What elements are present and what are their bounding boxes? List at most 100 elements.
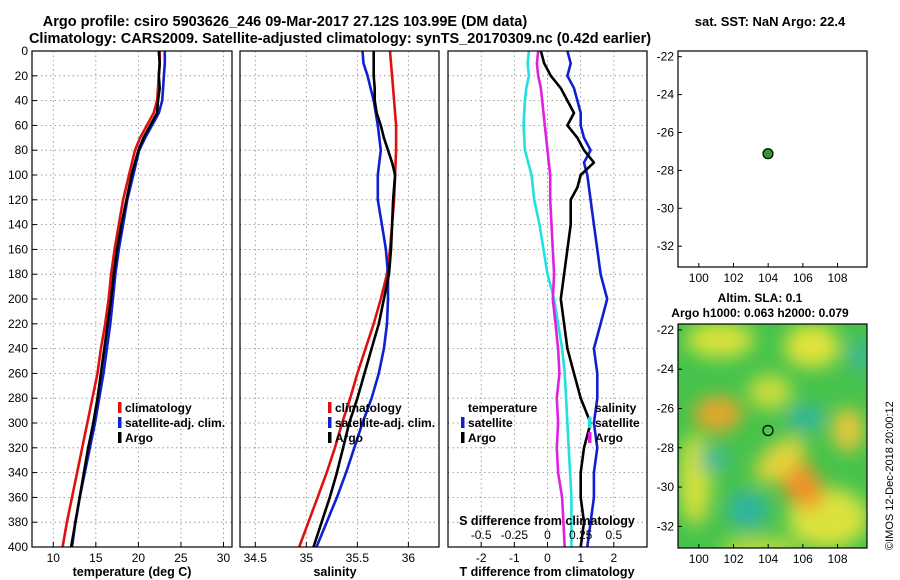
x-tick-label: 36 (402, 551, 416, 565)
series-line-salinity-satellite (522, 50, 573, 547)
sst-map-x-ticks: 100 102 104 106 108 (689, 263, 848, 285)
x-tick-label: 108 (828, 271, 848, 285)
x-tick-label: 102 (723, 271, 743, 285)
legend-label-argo: Argo (125, 431, 153, 445)
figure-title-line2: Climatology: CARS2009. Satellite-adjuste… (29, 31, 651, 47)
sst-argo-position-marker (762, 148, 774, 160)
legend-swatch-satellite (118, 417, 122, 428)
x2-tick-label: 0 (544, 528, 551, 542)
sst-map-title: sat. SST: NaN Argo: 22.4 (695, 14, 846, 29)
x2-tick-label: 0.25 (569, 528, 593, 542)
y-tick-label: -32 (657, 519, 675, 533)
legend-swatch-sal-argo (588, 432, 592, 443)
difference-s-axis-label: S difference from climatology (459, 514, 635, 528)
x-tick-label: 15 (89, 551, 103, 565)
salinity-plot-area (297, 50, 398, 548)
y-tick-label: 120 (8, 193, 28, 207)
y-tick-label: 100 (8, 168, 28, 182)
y-tick-label: 180 (8, 267, 28, 281)
x-tick-label: 25 (174, 551, 188, 565)
x-tick-label: 104 (758, 271, 778, 285)
temperature-panel: 10 15 20 25 30 0 20 40 60 80 100 120 140 160 180 200 22… (8, 44, 233, 579)
y-tick-label: -30 (657, 480, 675, 494)
y-tick-label: 80 (15, 143, 29, 157)
y-tick-label: 280 (8, 391, 28, 405)
x-tick-label: 104 (758, 552, 778, 566)
sla-map-x-ticks: 100 102 104 106 108 (689, 544, 848, 566)
y-tick-label: 0 (21, 44, 28, 58)
y-tick-label: 240 (8, 342, 28, 356)
sla-map-subtitle: Argo h1000: 0.063 h2000: 0.079 (671, 306, 849, 320)
x-tick-label: 100 (689, 271, 709, 285)
sst-map-y-ticks: -22 -24 -26 -28 -30 -32 (657, 50, 682, 253)
y-tick-label: 200 (8, 292, 28, 306)
y-tick-label: -32 (657, 239, 675, 253)
x-tick-label: 34.5 (244, 551, 268, 565)
legend-label-sal-argo: Argo (595, 431, 623, 445)
y-tick-label: -28 (657, 163, 675, 177)
salinity-legend: climatology satellite-adj. clim. Argo (328, 401, 435, 445)
x2-tick-label: -0.25 (501, 528, 529, 542)
y-tick-label: -28 (657, 441, 675, 455)
y-tick-label: 220 (8, 317, 28, 331)
y-tick-label: -26 (657, 401, 675, 415)
difference-t-ticks: -2 -1 0 1 2 (476, 542, 617, 565)
temperature-legend: climatology satellite-adj. clim. Argo (118, 401, 225, 445)
sla-argo-position-marker (762, 424, 774, 437)
temperature-x-label: temperature (deg C) (73, 565, 192, 579)
y-tick-label: 360 (8, 490, 28, 504)
series-line-salinity-argo (535, 50, 566, 548)
y-tick-label: 60 (15, 118, 29, 132)
sst-map-frame (677, 50, 868, 268)
legend-label-satellite: satellite-adj. clim. (125, 416, 225, 430)
x-tick-label: 0 (544, 551, 551, 565)
legend-swatch-satellite (328, 417, 332, 428)
y-tick-label: -22 (657, 50, 675, 64)
y-tick-label: -30 (657, 201, 675, 215)
x-tick-label: 100 (689, 552, 709, 566)
x-tick-label: 2 (610, 551, 617, 565)
series-line-argo (312, 51, 397, 548)
series-line-temperature-satellite (566, 50, 609, 548)
x-tick-label: 106 (793, 552, 813, 566)
sla-map-title: Altim. SLA: 0.1 (718, 291, 803, 305)
legend-swatch-climatology (328, 402, 332, 413)
y-tick-label: 20 (15, 69, 29, 83)
legend-label-salinity: salinity (595, 401, 637, 415)
y-tick-label: 380 (8, 515, 28, 529)
y-tick-label: -22 (657, 323, 675, 337)
legend-label-sal-satellite: satellite (595, 416, 640, 430)
sla-heatmap (678, 324, 867, 548)
difference-plot-area (522, 50, 609, 548)
legend-swatch-argo (328, 432, 332, 443)
x-tick-label: -1 (509, 551, 520, 565)
x-tick-label: 1 (577, 551, 584, 565)
x-tick-label: 106 (793, 271, 813, 285)
legend-label-temp-satellite: satellite (468, 416, 513, 430)
x-tick-label: 35.5 (346, 551, 370, 565)
legend-label-argo: Argo (335, 431, 363, 445)
difference-t-axis-label: T difference from climatology (459, 565, 634, 579)
y-tick-label: 40 (15, 94, 29, 108)
x-tick-label: 20 (132, 551, 146, 565)
x2-tick-label: 0.5 (605, 528, 622, 542)
y-tick-label: 400 (8, 540, 28, 554)
x-tick-label: 102 (723, 552, 743, 566)
temperature-y-ticks: 0 20 40 60 80 100 120 140 160 180 200 220 240 260 280 3… (8, 44, 37, 554)
legend-swatch-temp-argo (461, 432, 465, 443)
y-tick-label: 320 (8, 441, 28, 455)
imos-copyright-label: ©IMOS 12-Dec-2018 20:00:12 (884, 401, 896, 550)
x2-tick-label: -0.5 (471, 528, 492, 542)
difference-panel: -2 -1 0 1 2 -0.5 -0.25 0 0.25 0.5 S difference f… (447, 50, 648, 579)
sla-map-y-ticks: -22 -24 -26 -28 -30 -32 (657, 323, 682, 533)
x-tick-label: 35 (300, 551, 314, 565)
salinity-x-label: salinity (313, 565, 356, 579)
legend-label-climatology: climatology (125, 401, 192, 415)
y-tick-label: 340 (8, 466, 28, 480)
legend-swatch-climatology (118, 402, 122, 413)
y-tick-label: 160 (8, 242, 28, 256)
x-tick-label: 30 (217, 551, 231, 565)
legend-swatch-temp-satellite (461, 417, 465, 428)
legend-label-temperature: temperature (468, 401, 538, 415)
